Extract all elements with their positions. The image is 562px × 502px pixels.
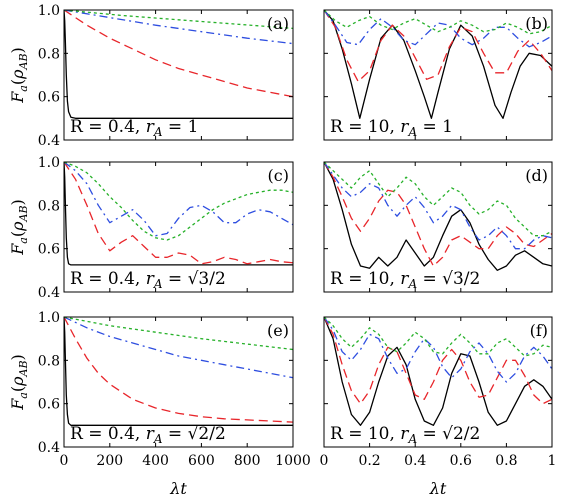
x-tick-label: 0.6 (450, 453, 472, 469)
x-tick-label: 600 (188, 453, 215, 469)
plot-frame-a (63, 9, 294, 141)
x-tick-label: 1 (548, 453, 557, 469)
x-tick-label: 0.2 (358, 453, 380, 469)
series-line-f-4 (324, 317, 552, 357)
panel-tag-a: (a) (267, 14, 289, 33)
y-axis-label: Fa(ρAB) (8, 354, 30, 411)
y-tick-label: 0.8 (38, 46, 60, 62)
panel-b: (b) R = 10, rA = 1 (323, 9, 553, 141)
plot-frame-d (323, 161, 553, 293)
panel-tag-d: (d) (525, 166, 548, 185)
series-line-d-1 (324, 162, 552, 271)
y-tick-label: 1.0 (38, 155, 60, 171)
series-line-c-2 (64, 162, 293, 265)
panel-tag-c: (c) (268, 166, 289, 185)
panel-annotation-c: R = 0.4, rA = √3/2 (70, 269, 226, 291)
y-tick-label: 0.8 (38, 198, 60, 214)
series-line-e-1 (64, 317, 293, 426)
y-tick-label: 0.6 (38, 90, 60, 106)
series-line-e-2 (64, 317, 293, 423)
panel-annotation-b: R = 10, rA = 1 (330, 117, 453, 139)
plot-frame-e (63, 316, 294, 448)
y-tick-label: 0.6 (38, 242, 60, 258)
series-line-f-2 (324, 317, 552, 405)
series-line-b-1 (324, 10, 552, 119)
panel-annotation-a: R = 0.4, rA = 1 (70, 117, 198, 139)
series-line-c-3 (64, 162, 293, 237)
series-line-a-2 (64, 10, 293, 98)
panel-annotation-d: R = 10, rA = √3/2 (330, 269, 480, 291)
series-line-a-3 (64, 10, 293, 45)
panel-d: (d) R = 10, rA = √3/2 (323, 161, 553, 293)
panel-tag-e: (e) (267, 321, 289, 340)
y-axis-label: Fa(ρAB) (8, 199, 30, 256)
x-tick-label: 1000 (275, 453, 311, 469)
plot-frame-f (323, 316, 553, 448)
series-line-f-3 (324, 317, 552, 383)
plot-frame-c (63, 161, 294, 293)
panel-a: 0.4 0.6 0.8 1.0 (a) R = 0.4, rA = 1 (38, 3, 294, 149)
series-line-e-3 (64, 317, 293, 379)
x-tick-label: 0.4 (404, 453, 426, 469)
x-tick-label: 800 (234, 453, 261, 469)
series-line-e-4 (64, 317, 293, 351)
series-line-c-4 (64, 162, 293, 241)
y-tick-label: 0.4 (38, 285, 60, 301)
y-tick-label: 1.0 (38, 3, 60, 19)
x-tick-label: 200 (96, 453, 123, 469)
series-line-b-3 (324, 10, 552, 48)
series-line-d-3 (324, 162, 552, 250)
series-line-c-1 (64, 162, 293, 266)
y-tick-label: 0.6 (38, 397, 60, 413)
series-line-d-4 (324, 162, 552, 237)
y-axis-label: Fa(ρAB) (8, 47, 30, 104)
panels: 0.4 0.6 0.8 1.0 (a) R = 0.4, rA = 1 (b) R = 10,… (8, 3, 556, 498)
series-line-b-2 (324, 10, 552, 83)
y-tick-label: 0.8 (38, 353, 60, 369)
series-line-a-1 (64, 10, 293, 119)
panel-annotation-e: R = 0.4, rA = √2/2 (70, 424, 226, 446)
x-tick-label: 0 (60, 453, 69, 469)
y-tick-label: 0.4 (38, 440, 60, 456)
panel-c: 0.4 0.6 0.8 1.0 (c) R = 0.4, rA = √3/2 (38, 155, 294, 301)
x-tick-label: 400 (142, 453, 169, 469)
x-tick-label: 0 (320, 453, 329, 469)
x-tick-label: 0.8 (495, 453, 517, 469)
series-line-b-4 (324, 10, 552, 35)
series-line-d-2 (324, 162, 552, 267)
series-line-a-4 (64, 10, 293, 30)
x-axis-label: λt (169, 479, 187, 498)
series-line-f-1 (324, 317, 552, 426)
y-tick-label: 1.0 (38, 310, 60, 326)
panel-tag-b: (b) (525, 14, 548, 33)
y-tick-label: 0.4 (38, 133, 60, 149)
plot-frame-b (323, 9, 553, 141)
panel-e: 0.4 0.6 0.8 1.0 0 200 400 600 800 1000 (e) R = 0.4,… (38, 310, 311, 469)
x-axis-label: λt (429, 479, 447, 498)
panel-f: 0 0.2 0.4 0.6 0.8 1 (f) R = 10, rA = √2/2 (320, 316, 557, 469)
panel-annotation-f: R = 10, rA = √2/2 (330, 424, 480, 446)
panel-tag-f: (f) (530, 321, 548, 340)
